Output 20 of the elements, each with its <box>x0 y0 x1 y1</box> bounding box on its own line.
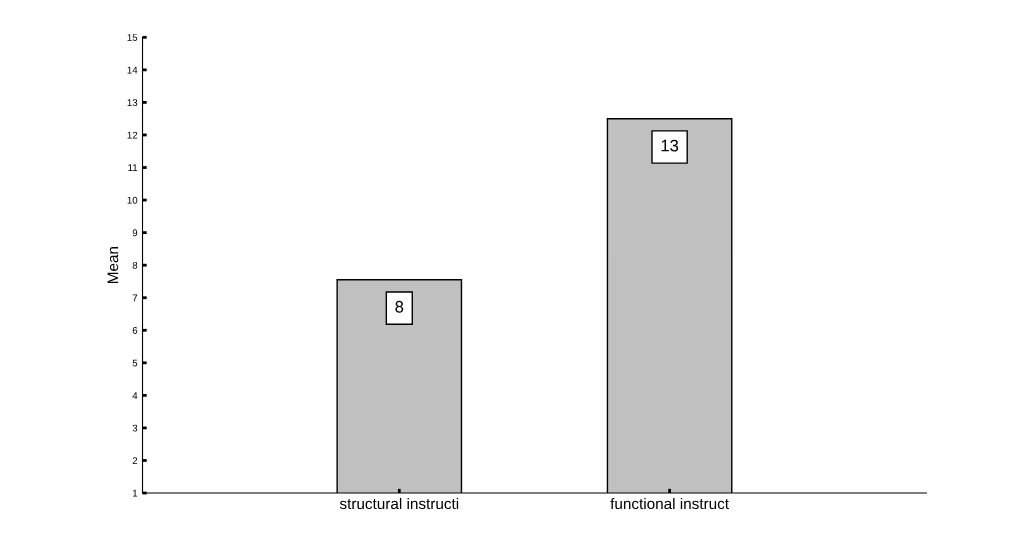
y-tick-label: 9 <box>132 229 138 237</box>
y-tick-label: 7 <box>132 294 138 302</box>
y-tick-label: 1 <box>132 489 138 497</box>
x-tick-label: structural instructi <box>339 497 459 510</box>
y-tick-label: 12 <box>127 131 138 139</box>
y-tick-label: 6 <box>132 327 138 334</box>
y-tick-label: 11 <box>128 164 138 172</box>
data-label: 8 <box>395 300 404 313</box>
y-tick-label: 8 <box>132 261 138 269</box>
y-tick-label: 13 <box>127 99 138 107</box>
y-tick-label: 15 <box>127 34 138 41</box>
y-tick-label: 2 <box>132 457 138 464</box>
y-tick-label: 5 <box>132 359 138 367</box>
y-axis-title: Mean <box>107 247 119 284</box>
y-tick-label: 4 <box>132 392 138 399</box>
y-tick-label: 3 <box>132 424 138 432</box>
y-tick-label: 14 <box>127 66 138 74</box>
x-tick-label: functional instruct <box>610 497 729 510</box>
data-label: 13 <box>661 139 679 152</box>
y-tick-label: 10 <box>127 196 138 204</box>
